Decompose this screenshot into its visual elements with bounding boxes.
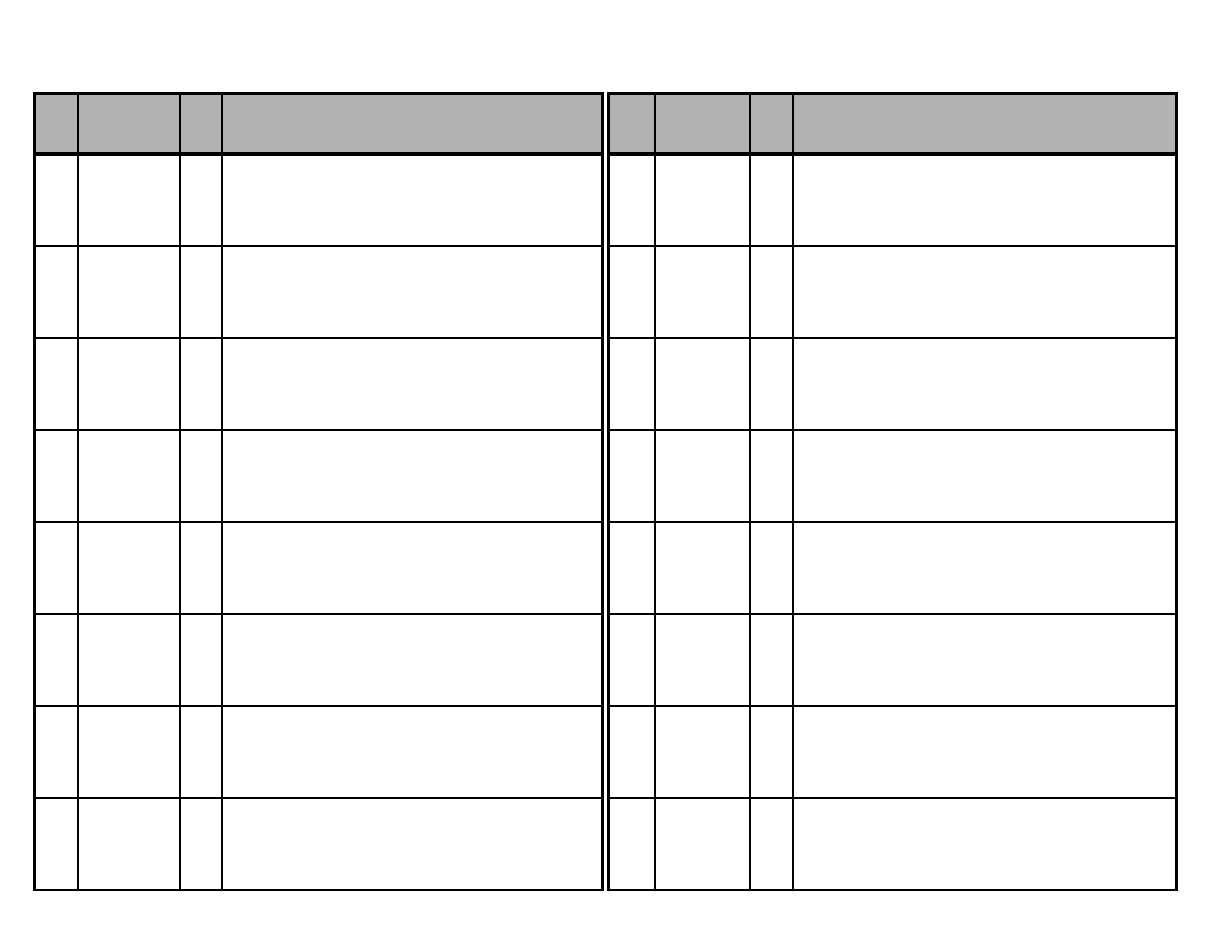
- table-cell: [791, 429, 1178, 523]
- register-table-right-grid: [607, 92, 1178, 891]
- table-cell: [178, 337, 223, 431]
- table-cell: [33, 521, 79, 615]
- table-row: [33, 245, 604, 339]
- table-cell: [607, 429, 656, 523]
- table-row: [33, 337, 604, 431]
- table-cell: [791, 521, 1178, 615]
- table-cell: [607, 705, 656, 799]
- table-cell: [33, 337, 79, 431]
- table-cell: [220, 245, 604, 339]
- header-cell: [76, 92, 181, 156]
- table-cell: [178, 521, 223, 615]
- table-cell: [178, 429, 223, 523]
- table-cell: [791, 613, 1178, 707]
- table-cell: [748, 245, 794, 339]
- table-cell: [748, 705, 794, 799]
- register-table-right: [607, 92, 1178, 891]
- table-cell: [76, 613, 181, 707]
- table-row: [33, 153, 604, 247]
- table-cell: [748, 429, 794, 523]
- table-cell: [33, 797, 79, 891]
- table-cell: [220, 705, 604, 799]
- table-row: [607, 797, 1178, 891]
- table-row: [607, 245, 1178, 339]
- table-row: [607, 521, 1178, 615]
- table-cell: [76, 337, 181, 431]
- table-cell: [33, 153, 79, 247]
- table-cell: [607, 613, 656, 707]
- table-cell: [76, 429, 181, 523]
- table-cell: [653, 245, 751, 339]
- table-cell: [178, 245, 223, 339]
- table-cell: [748, 521, 794, 615]
- table-cell: [791, 153, 1178, 247]
- header-cell: [220, 92, 604, 156]
- table-cell: [220, 153, 604, 247]
- table-cell: [76, 245, 181, 339]
- table-cell: [33, 705, 79, 799]
- table-cell: [33, 429, 79, 523]
- table-cell: [748, 153, 794, 247]
- table-row: [607, 705, 1178, 799]
- table-cell: [76, 521, 181, 615]
- table-cell: [791, 245, 1178, 339]
- table-row: [33, 613, 604, 707]
- table-cell: [220, 521, 604, 615]
- register-table-left: [33, 92, 604, 891]
- table-cell: [653, 521, 751, 615]
- register-table-left-grid: [33, 92, 604, 891]
- table-cell: [33, 613, 79, 707]
- table-cell: [791, 337, 1178, 431]
- table-cell: [220, 429, 604, 523]
- header-cell: [653, 92, 751, 156]
- table-cell: [791, 797, 1178, 891]
- table-cell: [220, 613, 604, 707]
- table-cell: [76, 797, 181, 891]
- header-row: [33, 92, 604, 156]
- table-row: [33, 429, 604, 523]
- header-row: [607, 92, 1178, 156]
- table-cell: [607, 153, 656, 247]
- table-cell: [178, 613, 223, 707]
- table-cell: [653, 797, 751, 891]
- header-cell: [33, 92, 79, 156]
- table-cell: [607, 521, 656, 615]
- table-cell: [748, 337, 794, 431]
- header-cell: [748, 92, 794, 156]
- table-row: [607, 613, 1178, 707]
- table-cell: [220, 797, 604, 891]
- table-cell: [653, 337, 751, 431]
- table-cell: [791, 705, 1178, 799]
- table-cell: [178, 705, 223, 799]
- header-cell: [178, 92, 223, 156]
- table-cell: [653, 613, 751, 707]
- table-cell: [748, 613, 794, 707]
- table-cell: [220, 337, 604, 431]
- table-cell: [76, 153, 181, 247]
- table-cell: [607, 337, 656, 431]
- table-cell: [33, 245, 79, 339]
- table-cell: [748, 797, 794, 891]
- table-row: [607, 337, 1178, 431]
- table-cell: [178, 797, 223, 891]
- table-cell: [607, 797, 656, 891]
- table-cell: [653, 153, 751, 247]
- table-row: [33, 521, 604, 615]
- table-cell: [607, 245, 656, 339]
- table-row: [607, 429, 1178, 523]
- table-cell: [76, 705, 181, 799]
- table-row: [607, 153, 1178, 247]
- header-cell: [607, 92, 656, 156]
- table-cell: [178, 153, 223, 247]
- table-cell: [653, 705, 751, 799]
- table-row: [33, 797, 604, 891]
- header-cell: [791, 92, 1178, 156]
- table-cell: [653, 429, 751, 523]
- table-row: [33, 705, 604, 799]
